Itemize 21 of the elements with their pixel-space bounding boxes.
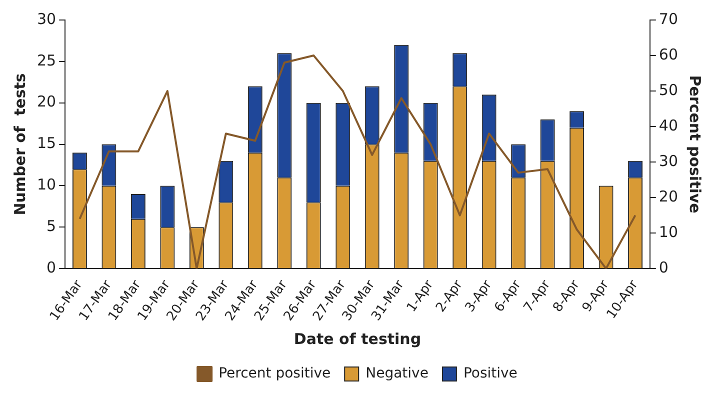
legend-label: Percent positive <box>218 366 331 382</box>
y2-tick-label: 60 <box>658 45 678 64</box>
y2-tick-label: 10 <box>658 222 678 241</box>
y2-axis-title: Percent positive <box>686 75 704 214</box>
y-tick-label: 15 <box>36 134 56 152</box>
y2-tick-label: 50 <box>658 80 678 99</box>
x-axis-title: Date of testing <box>294 330 422 348</box>
y-axis-title: Number of tests <box>10 73 29 216</box>
y-tick-label: 20 <box>36 92 56 111</box>
y-tick-label: 0 <box>46 258 56 276</box>
legend-label: Positive <box>463 366 518 382</box>
y2-tick-label: 70 <box>658 10 678 28</box>
y2-tick-label: 0 <box>658 258 668 276</box>
y-tick-label: 30 <box>36 10 56 28</box>
y-tick-label: 5 <box>46 217 56 236</box>
y2-tick-label: 30 <box>658 152 678 170</box>
legend-label: Negative <box>366 366 428 382</box>
y-tick-label: 25 <box>36 51 56 70</box>
y-tick-label: 10 <box>36 176 56 194</box>
y2-tick-label: 20 <box>658 187 678 206</box>
y2-tick-label: 40 <box>658 116 678 134</box>
